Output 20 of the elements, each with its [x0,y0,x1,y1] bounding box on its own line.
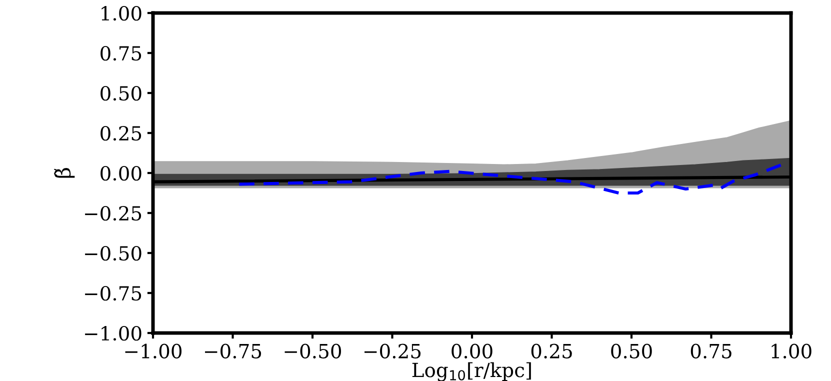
y-tick-label: −0.50 [85,246,142,261]
x-tick-label: 1.00 [772,344,812,358]
x-tick-label: −0.75 [205,344,262,358]
y-tick-label: −0.75 [85,286,142,301]
y-tick-label: −0.25 [85,206,142,221]
x-tick-label: −0.50 [284,344,341,358]
y-tick-label: −1.00 [85,326,142,341]
x-tick-label: 0.75 [690,344,732,358]
y-tick-label: 0.75 [100,46,142,61]
x-tick-label: −1.00 [125,344,182,358]
y-tick-label: 0.50 [100,86,142,101]
y-tick-label: 0.00 [100,166,142,181]
x-tick-label: 0.00 [452,344,492,358]
y-tick-label: 0.25 [100,126,142,141]
y-tick-label: 1.00 [102,6,142,21]
x-axis-title: Log$_{10}$[r/kpc] [412,362,531,381]
x-tick-label: 0.50 [611,344,652,358]
x-tick-label: 0.25 [531,344,572,358]
y-axis-title: β̃ [54,168,75,178]
x-tick-label: −0.25 [364,344,421,358]
